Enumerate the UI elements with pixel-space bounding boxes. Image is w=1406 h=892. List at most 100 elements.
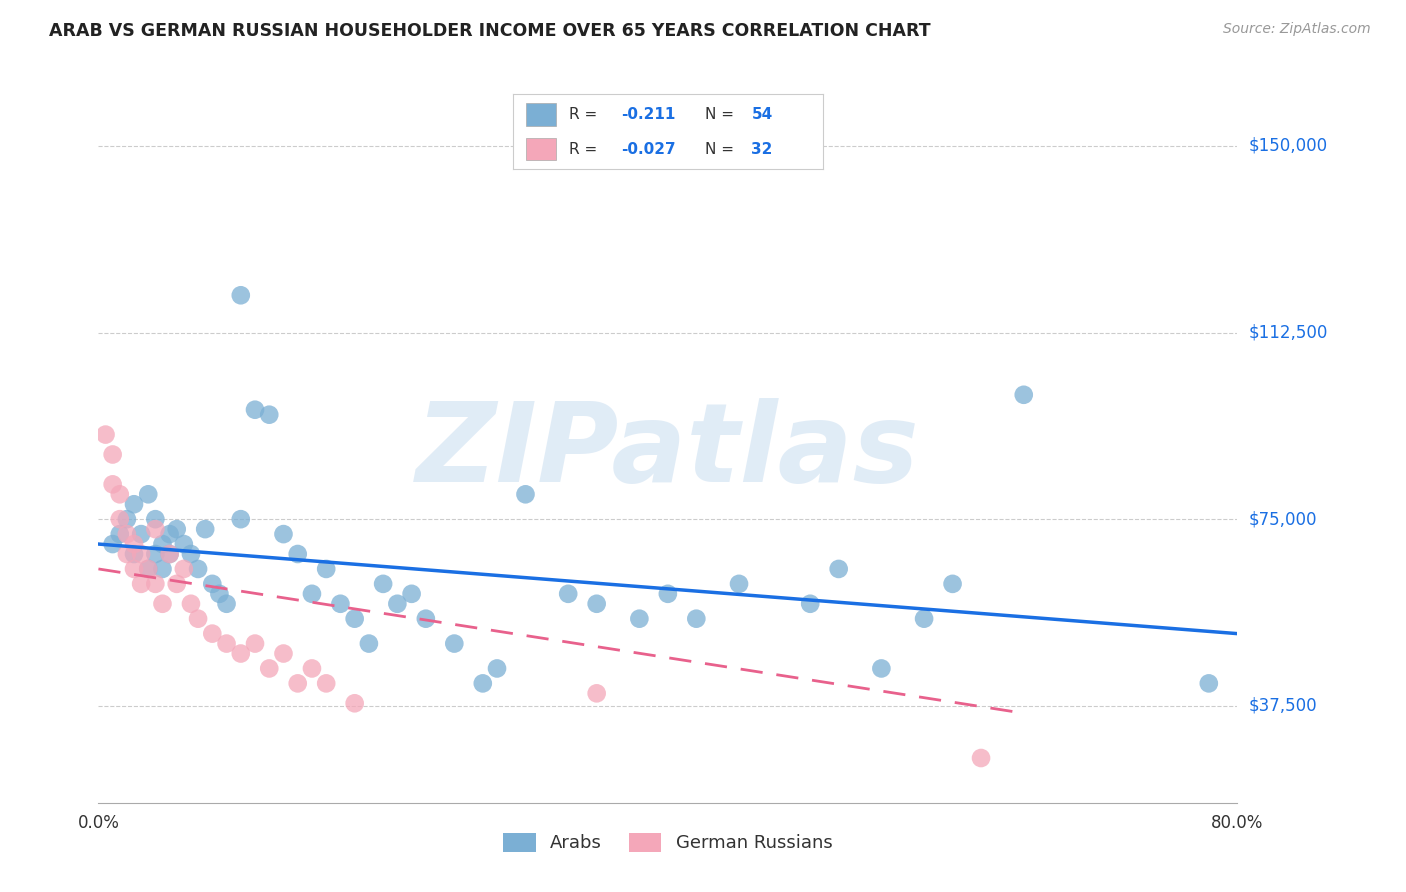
- Point: [115, 547, 138, 561]
- Point: [243, 636, 266, 650]
- Text: ARAB VS GERMAN RUSSIAN HOUSEHOLDER INCOME OVER 65 YEARS CORRELATION CHART: ARAB VS GERMAN RUSSIAN HOUSEHOLDER INCOM…: [49, 22, 931, 40]
- Point: [585, 686, 607, 700]
- Point: [136, 487, 159, 501]
- Point: [301, 587, 323, 601]
- Point: [159, 527, 181, 541]
- Point: [129, 577, 152, 591]
- Text: R =: R =: [569, 107, 598, 122]
- Point: [657, 587, 679, 601]
- Point: [180, 597, 202, 611]
- Text: $37,500: $37,500: [1249, 697, 1317, 714]
- Point: [443, 636, 465, 650]
- Point: [166, 522, 188, 536]
- Point: [129, 547, 152, 561]
- Point: [108, 487, 131, 501]
- Point: [486, 661, 509, 675]
- Point: [101, 448, 124, 462]
- Point: [301, 661, 323, 675]
- Point: [201, 626, 224, 640]
- Text: -0.211: -0.211: [621, 107, 676, 122]
- Point: [145, 577, 167, 591]
- Point: [180, 547, 202, 561]
- Point: [101, 537, 124, 551]
- Point: [122, 497, 145, 511]
- Text: N =: N =: [704, 107, 734, 122]
- Point: [515, 487, 537, 501]
- FancyBboxPatch shape: [526, 103, 557, 126]
- Point: [187, 562, 209, 576]
- Point: [557, 587, 579, 601]
- Legend: Arabs, German Russians: Arabs, German Russians: [496, 826, 839, 860]
- Text: R =: R =: [569, 142, 598, 157]
- Point: [129, 527, 152, 541]
- Point: [122, 547, 145, 561]
- Point: [159, 547, 181, 561]
- Point: [152, 597, 174, 611]
- Point: [628, 612, 651, 626]
- Point: [152, 562, 174, 576]
- Point: [145, 547, 167, 561]
- Point: [136, 562, 159, 576]
- Point: [357, 636, 380, 650]
- Point: [159, 547, 181, 561]
- Point: [173, 562, 195, 576]
- Point: [108, 527, 131, 541]
- Text: Source: ZipAtlas.com: Source: ZipAtlas.com: [1223, 22, 1371, 37]
- Point: [187, 612, 209, 626]
- Text: $75,000: $75,000: [1249, 510, 1317, 528]
- Point: [166, 577, 188, 591]
- Point: [215, 636, 238, 650]
- Point: [373, 577, 395, 591]
- Point: [287, 547, 309, 561]
- Point: [799, 597, 821, 611]
- Point: [870, 661, 893, 675]
- Text: $150,000: $150,000: [1249, 137, 1327, 155]
- Point: [471, 676, 494, 690]
- Point: [415, 612, 437, 626]
- Point: [94, 427, 117, 442]
- Point: [229, 288, 252, 302]
- Point: [287, 676, 309, 690]
- Point: [343, 612, 366, 626]
- FancyBboxPatch shape: [526, 137, 557, 161]
- Point: [115, 512, 138, 526]
- Point: [1198, 676, 1220, 690]
- Point: [136, 562, 159, 576]
- Point: [401, 587, 423, 601]
- Text: 54: 54: [751, 107, 773, 122]
- Text: -0.027: -0.027: [621, 142, 676, 157]
- Point: [273, 527, 295, 541]
- Point: [208, 587, 231, 601]
- Point: [329, 597, 352, 611]
- Text: $112,500: $112,500: [1249, 324, 1327, 342]
- Point: [685, 612, 707, 626]
- Point: [343, 696, 366, 710]
- Point: [108, 512, 131, 526]
- Point: [194, 522, 217, 536]
- Point: [122, 537, 145, 551]
- Point: [229, 512, 252, 526]
- Point: [942, 577, 965, 591]
- Point: [201, 577, 224, 591]
- Point: [912, 612, 935, 626]
- Point: [315, 676, 337, 690]
- Point: [173, 537, 195, 551]
- Point: [387, 597, 409, 611]
- Point: [229, 647, 252, 661]
- Point: [122, 562, 145, 576]
- Point: [1012, 388, 1035, 402]
- Point: [215, 597, 238, 611]
- Point: [145, 512, 167, 526]
- Text: N =: N =: [704, 142, 734, 157]
- Text: 32: 32: [751, 142, 773, 157]
- Point: [728, 577, 751, 591]
- Point: [315, 562, 337, 576]
- Point: [152, 537, 174, 551]
- Point: [101, 477, 124, 491]
- Point: [259, 408, 281, 422]
- Point: [970, 751, 993, 765]
- Point: [243, 402, 266, 417]
- Point: [145, 522, 167, 536]
- Point: [585, 597, 607, 611]
- Point: [259, 661, 281, 675]
